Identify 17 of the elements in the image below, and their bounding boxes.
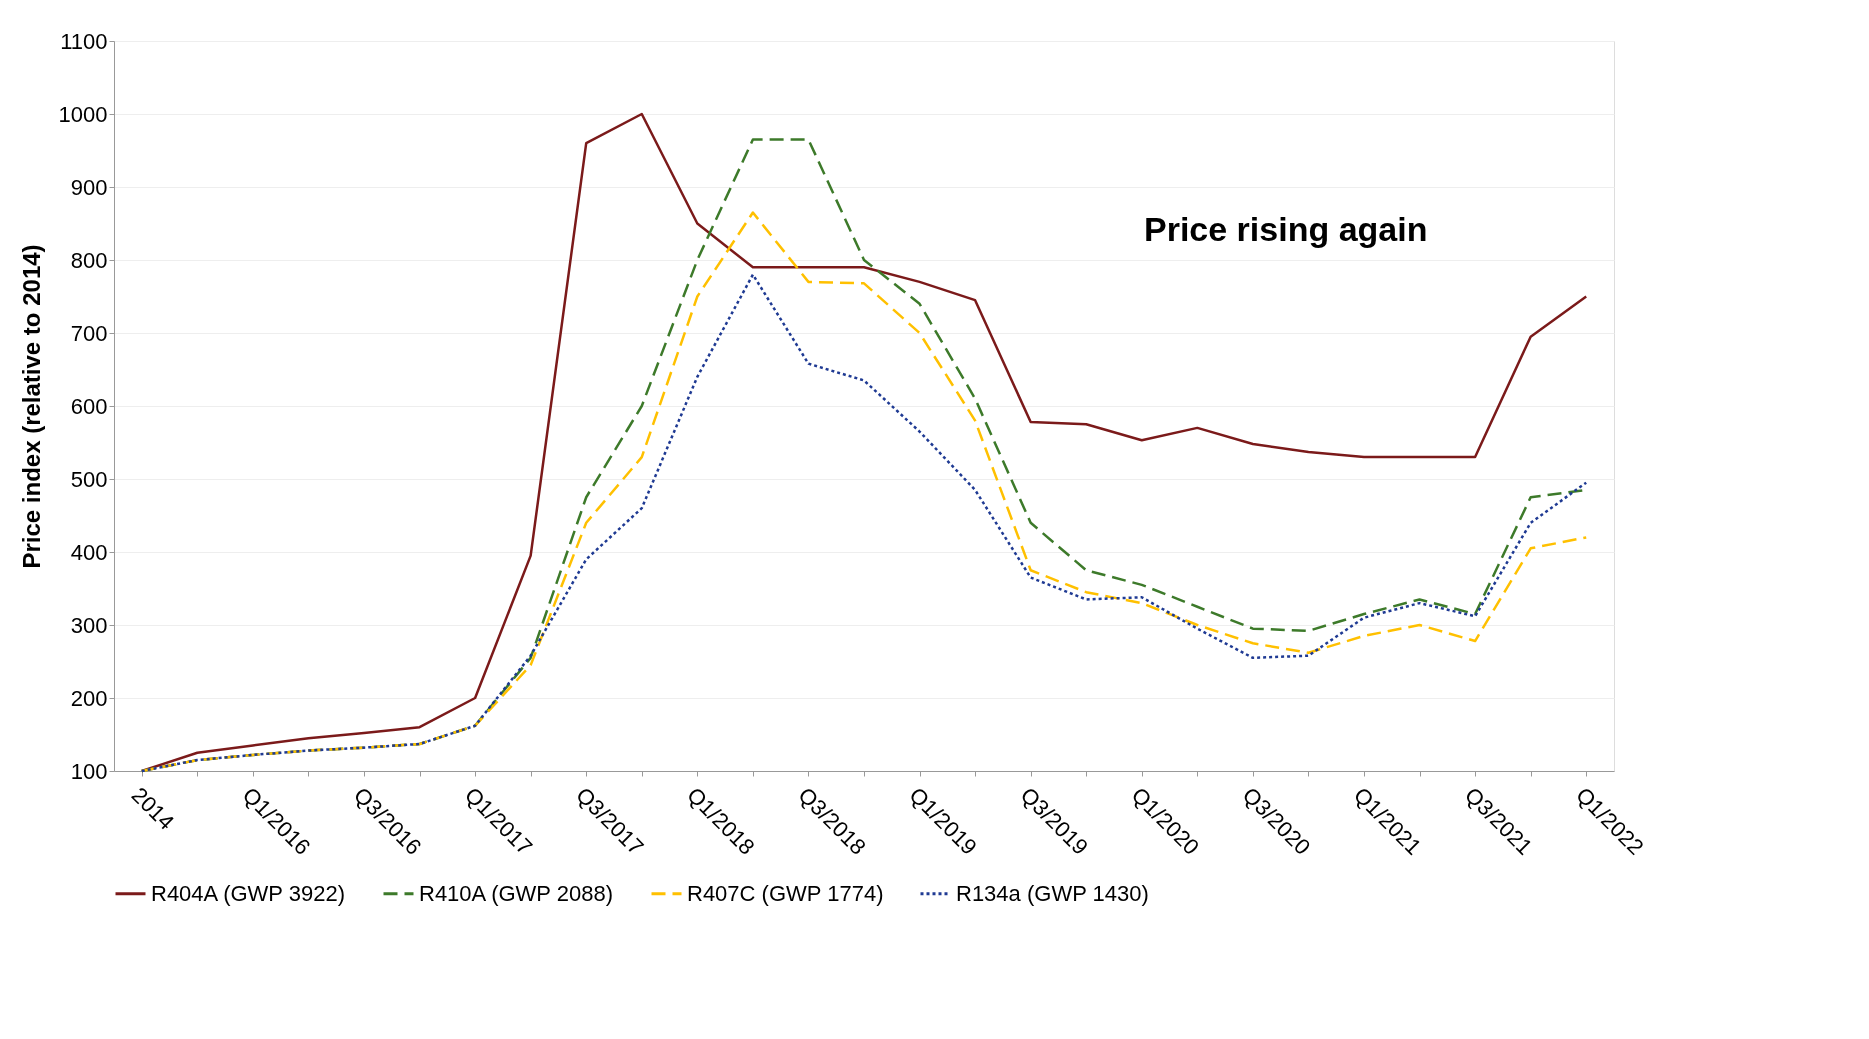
- y-tick-label: 900: [70, 174, 108, 200]
- y-tick-label: 300: [70, 612, 108, 638]
- y-tick-label: 500: [70, 466, 108, 492]
- legend-label: R407C (GWP 1774): [687, 880, 884, 906]
- y-tick-label: 1100: [60, 28, 108, 54]
- y-tick-label: 200: [70, 685, 108, 711]
- legend-label: R404A (GWP 3922): [151, 880, 346, 906]
- y-tick-label: 800: [70, 247, 108, 273]
- y-tick-label: 1000: [58, 101, 108, 127]
- y-tick-label: 400: [70, 539, 108, 565]
- legend-label: R134a (GWP 1430): [956, 880, 1149, 906]
- legend-label: R410A (GWP 2088): [419, 880, 614, 906]
- y-tick-label: 700: [70, 320, 108, 346]
- y-axis-title: Price index (relative to 2014): [17, 244, 45, 569]
- annotation: Price rising again: [1144, 210, 1428, 248]
- y-tick-label: 600: [70, 393, 108, 419]
- y-tick-label: 100: [70, 758, 108, 784]
